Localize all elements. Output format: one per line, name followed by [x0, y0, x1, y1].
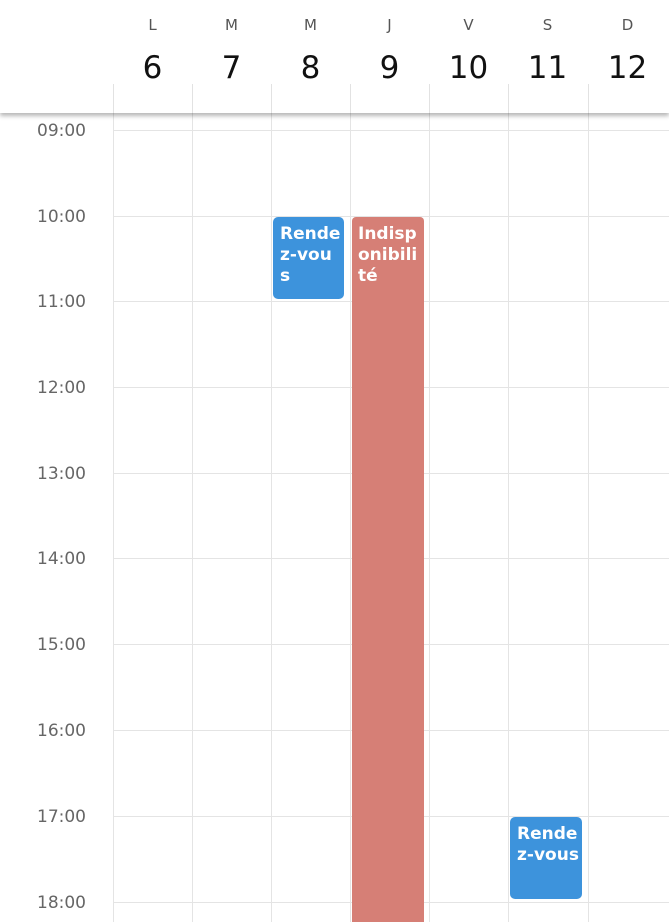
time-label: 12:00: [37, 378, 86, 398]
day-header-fri[interactable]: V 10: [429, 0, 508, 113]
week-header: L 6 M 7 M 8 J 9 V 10 S 11 D 12: [0, 0, 669, 113]
day-letter: L: [148, 16, 157, 34]
time-label: 13:00: [37, 464, 86, 484]
unavailability-event[interactable]: Indisponibilité: [352, 217, 424, 922]
header-divider: [588, 84, 589, 113]
calendar-grid[interactable]: 09:00 10:00 11:00 12:00 13:00 14:00 15:0…: [0, 113, 669, 922]
appointment-event[interactable]: Rendez-vous: [273, 217, 344, 299]
day-number: 9: [379, 50, 400, 86]
event-title: Indisponibilité: [358, 224, 418, 286]
header-divider: [271, 84, 272, 113]
time-label: 09:00: [37, 121, 86, 141]
day-number: 7: [221, 50, 242, 86]
hour-line: [113, 130, 669, 131]
day-header-sat[interactable]: S 11: [508, 0, 587, 113]
day-number: 10: [448, 50, 489, 86]
day-header-sun[interactable]: D 12: [588, 0, 667, 113]
header-divider: [508, 84, 509, 113]
day-header-mon[interactable]: L 6: [113, 0, 192, 113]
day-header-tue[interactable]: M 7: [192, 0, 271, 113]
time-label: 15:00: [37, 635, 86, 655]
time-label: 14:00: [37, 549, 86, 569]
day-header-wed[interactable]: M 8: [271, 0, 350, 113]
event-title: Rendez-vous: [517, 824, 579, 865]
day-letter: J: [387, 16, 392, 34]
day-number: 12: [607, 50, 648, 86]
time-label: 16:00: [37, 721, 86, 741]
day-divider: [271, 113, 272, 922]
appointment-event[interactable]: Rendez-vous: [510, 817, 582, 899]
header-divider: [429, 84, 430, 113]
day-divider: [350, 113, 351, 922]
time-label: 11:00: [37, 292, 86, 312]
day-letter: V: [463, 16, 474, 34]
hour-line: [113, 216, 669, 217]
day-divider: [113, 113, 114, 922]
day-number: 11: [527, 50, 568, 86]
time-label: 18:00: [37, 893, 86, 913]
day-header-thu[interactable]: J 9: [350, 0, 429, 113]
event-title: Rendez-vous: [280, 224, 341, 286]
header-divider: [350, 84, 351, 113]
day-letter: S: [542, 16, 553, 34]
day-number: 8: [300, 50, 321, 86]
header-divider: [113, 84, 114, 113]
day-divider: [588, 113, 589, 922]
header-divider: [192, 84, 193, 113]
time-label: 10:00: [37, 207, 86, 227]
day-divider: [508, 113, 509, 922]
day-letter: M: [225, 16, 238, 34]
day-divider: [429, 113, 430, 922]
day-divider: [192, 113, 193, 922]
time-label: 17:00: [37, 807, 86, 827]
day-letter: M: [304, 16, 317, 34]
day-number: 6: [142, 50, 163, 86]
day-letter: D: [621, 16, 634, 34]
